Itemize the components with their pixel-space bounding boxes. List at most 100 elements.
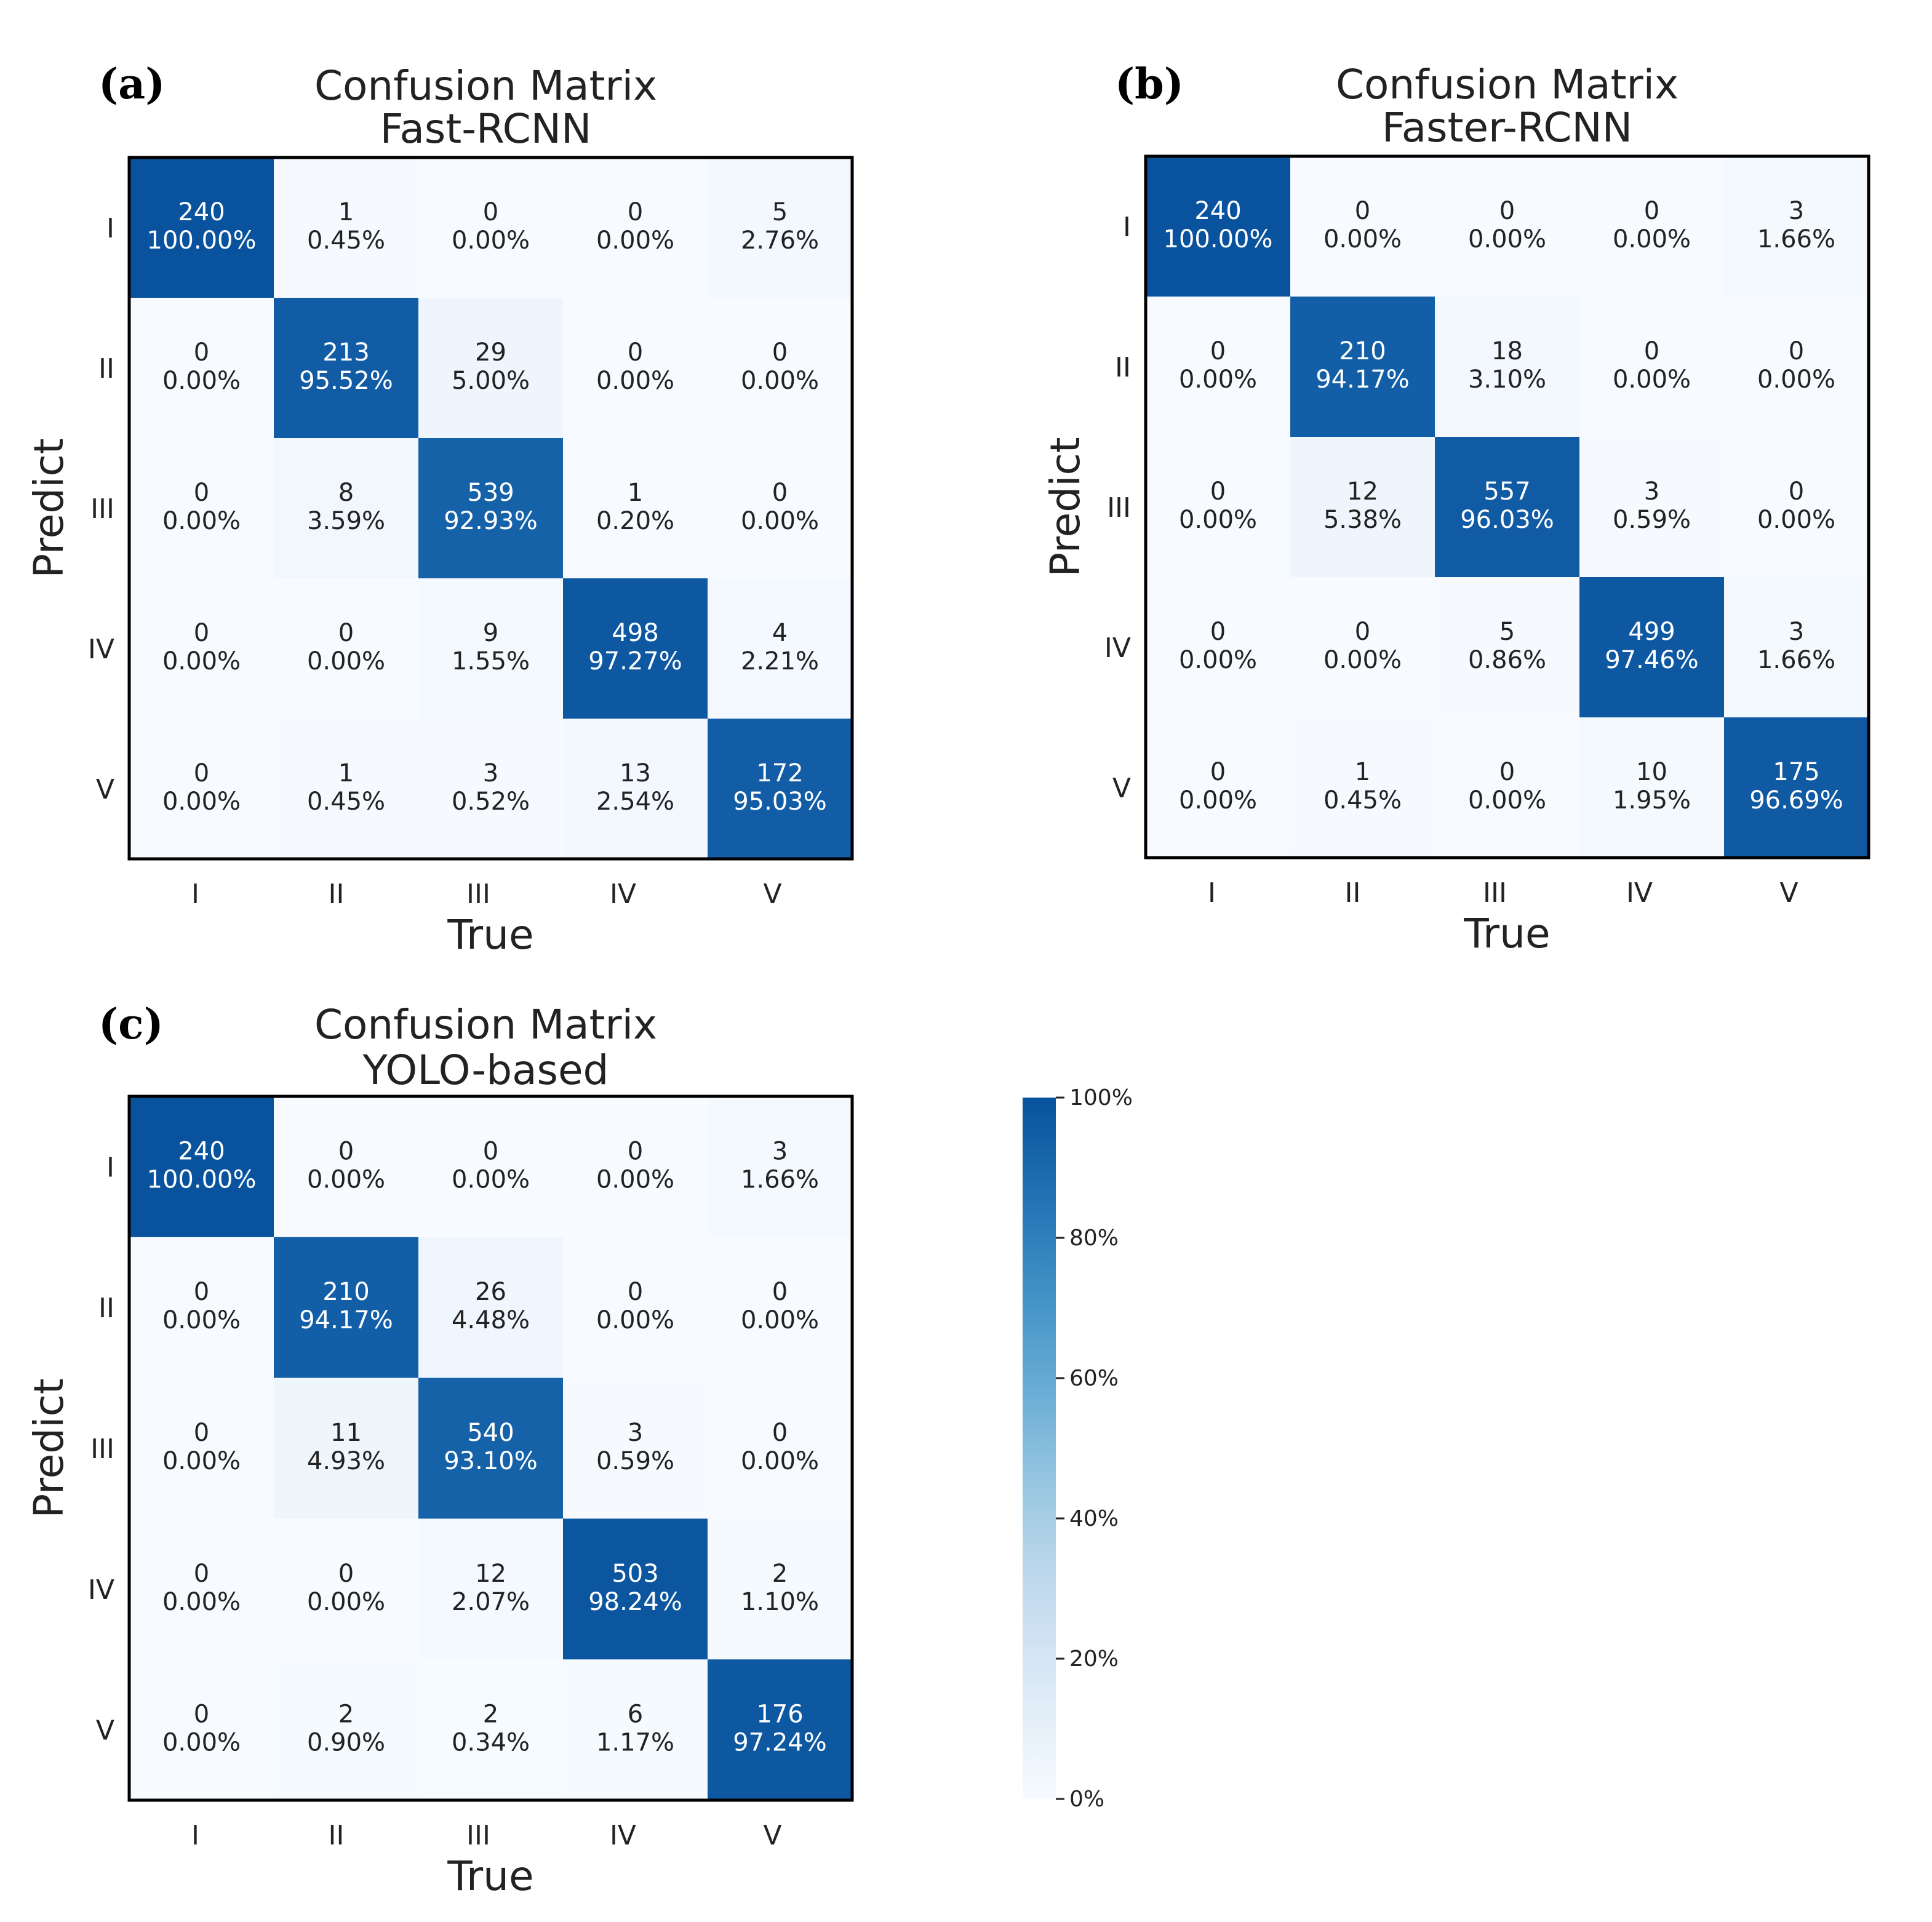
y-tick-label: IV xyxy=(88,634,114,665)
cell-percent-label: 2.07% xyxy=(452,1588,530,1616)
chart-title-line2: YOLO-based xyxy=(362,1047,609,1094)
heatmap-cell xyxy=(1579,717,1725,858)
y-tick-label: V xyxy=(96,774,114,805)
cell-percent-label: 0.00% xyxy=(1179,646,1257,674)
x-tick-label: V xyxy=(763,1820,781,1851)
cell-count-label: 0 xyxy=(483,1137,498,1165)
cell-percent-label: 92.93% xyxy=(444,507,538,535)
heatmap-cell xyxy=(129,1237,274,1379)
cell-count-label: 172 xyxy=(756,759,803,788)
y-tick-label: II xyxy=(1115,352,1131,383)
cell-count-label: 2 xyxy=(483,1701,498,1729)
heatmap-cell xyxy=(563,719,708,859)
heatmap-cell xyxy=(708,1096,853,1238)
cell-percent-label: 0.45% xyxy=(307,226,385,255)
y-tick-label: III xyxy=(90,1434,114,1465)
cell-count-label: 0 xyxy=(628,338,643,367)
heatmap-cell xyxy=(1146,437,1291,578)
cell-count-label: 0 xyxy=(628,1137,643,1165)
cell-count-label: 0 xyxy=(772,338,788,367)
heatmap-cell xyxy=(1146,577,1291,718)
cell-count-label: 11 xyxy=(330,1419,362,1447)
cell-percent-label: 0.00% xyxy=(1468,786,1546,815)
heatmap-cell xyxy=(563,1096,708,1238)
cell-percent-label: 0.00% xyxy=(1179,786,1257,815)
cell-percent-label: 0.00% xyxy=(162,1447,241,1475)
cell-count-label: 175 xyxy=(1773,758,1819,786)
heatmap-cell xyxy=(708,158,853,298)
heatmap-cell xyxy=(1146,297,1291,437)
heatmap-cell xyxy=(1435,297,1580,437)
heatmap-cell xyxy=(563,158,708,298)
heatmap-cell xyxy=(1435,717,1580,858)
heatmap-cell xyxy=(418,1659,564,1801)
panel-letter: (c) xyxy=(98,1000,164,1049)
heatmap-cell xyxy=(274,1378,419,1519)
heatmap-cell xyxy=(274,1659,419,1801)
chart-title-line1: Confusion Matrix xyxy=(314,62,657,110)
colorbar-tick-label: 20% xyxy=(1069,1646,1119,1672)
cell-count-label: 210 xyxy=(322,1278,369,1306)
heatmap-cell xyxy=(1146,717,1291,858)
cell-percent-label: 0.00% xyxy=(1613,225,1691,253)
cell-count-label: 6 xyxy=(628,1701,643,1729)
cell-count-label: 0 xyxy=(1499,758,1515,786)
cell-percent-label: 0.00% xyxy=(307,647,385,676)
cell-count-label: 0 xyxy=(1499,197,1515,225)
colorbar: 0% 20% 40% 60% 80% 100% xyxy=(1023,1085,1133,1812)
heatmap-cell xyxy=(129,1096,274,1238)
cell-count-label: 8 xyxy=(338,479,354,507)
cell-percent-label: 1.66% xyxy=(1757,646,1835,674)
heatmap-cell xyxy=(418,1518,564,1660)
x-tick-label: III xyxy=(466,879,490,910)
x-axis-label: True xyxy=(447,911,533,959)
heatmap-cell xyxy=(129,1659,274,1801)
x-tick-label: V xyxy=(763,879,781,910)
cell-count-label: 176 xyxy=(756,1701,803,1729)
x-tick-label: II xyxy=(329,1820,345,1851)
y-tick-label: I xyxy=(1123,212,1131,243)
heatmap-cell xyxy=(418,1378,564,1519)
cell-percent-label: 0.00% xyxy=(162,507,241,535)
heatmap-cell xyxy=(1290,437,1435,578)
heatmap-cell xyxy=(274,1237,419,1379)
cell-percent-label: 0.00% xyxy=(162,788,241,816)
cell-count-label: 3 xyxy=(628,1419,643,1447)
cell-percent-label: 100.00% xyxy=(147,1165,257,1194)
heatmap-cell xyxy=(563,1518,708,1660)
cell-percent-label: 1.95% xyxy=(1613,786,1691,815)
cell-percent-label: 5.00% xyxy=(452,367,530,395)
cell-percent-label: 0.00% xyxy=(596,367,674,395)
cell-count-label: 5 xyxy=(772,198,788,226)
cell-percent-label: 1.17% xyxy=(596,1729,674,1757)
cell-percent-label: 0.00% xyxy=(1179,365,1257,394)
cell-percent-label: 2.21% xyxy=(741,647,819,676)
cell-percent-label: 97.27% xyxy=(588,647,682,676)
cell-count-label: 3 xyxy=(1644,477,1659,506)
cell-percent-label: 0.90% xyxy=(307,1729,385,1757)
cell-count-label: 1 xyxy=(338,198,354,226)
heatmap-cell xyxy=(129,158,274,298)
cell-count-label: 18 xyxy=(1491,337,1523,365)
cell-count-label: 0 xyxy=(1210,337,1226,365)
heatmap-cell xyxy=(563,1659,708,1801)
heatmap-cell xyxy=(1435,156,1580,297)
cell-count-label: 2 xyxy=(338,1701,354,1729)
heatmap-cell xyxy=(418,1096,564,1238)
heatmap-cell xyxy=(708,1237,853,1379)
heatmap-cell xyxy=(418,158,564,298)
cell-percent-label: 1.66% xyxy=(1757,225,1835,253)
cell-count-label: 5 xyxy=(1499,618,1515,646)
cell-count-label: 240 xyxy=(1194,197,1241,225)
cell-count-label: 240 xyxy=(178,198,225,226)
cell-count-label: 0 xyxy=(194,338,209,367)
heatmap-cell xyxy=(1724,156,1869,297)
x-tick-label: II xyxy=(1345,877,1361,909)
colorbar-tick-label: 100% xyxy=(1069,1085,1133,1111)
cell-count-label: 9 xyxy=(483,619,498,647)
cell-count-label: 0 xyxy=(1789,477,1804,506)
y-axis-label: Predict xyxy=(25,438,73,578)
cell-count-label: 3 xyxy=(1789,197,1804,225)
cell-percent-label: 96.03% xyxy=(1460,506,1554,534)
